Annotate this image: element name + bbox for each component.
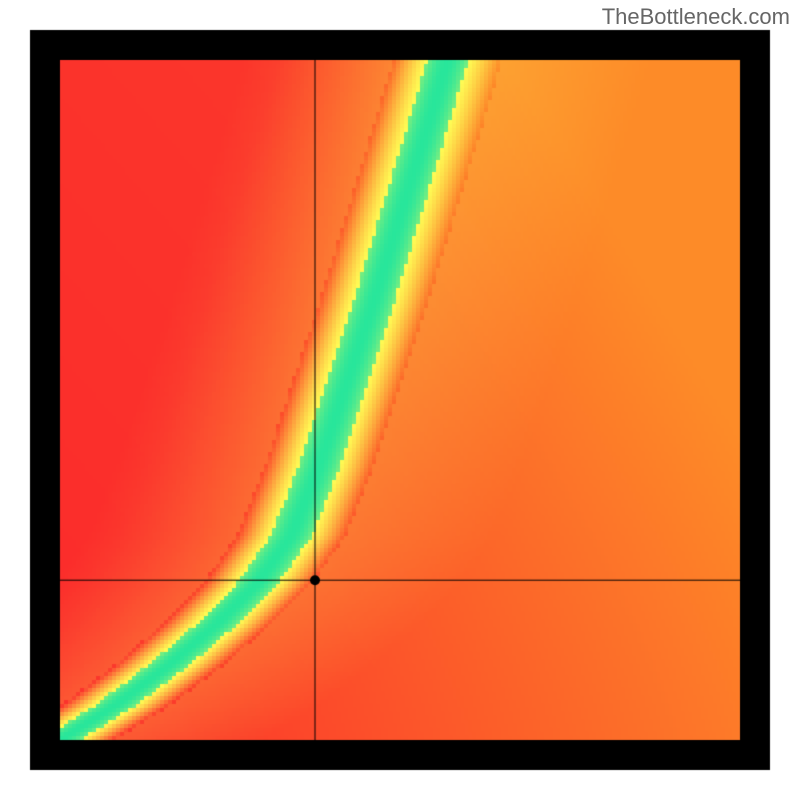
chart-container: TheBottleneck.com bbox=[0, 0, 800, 800]
bottleneck-heatmap-canvas bbox=[0, 0, 800, 800]
watermark-text: TheBottleneck.com bbox=[602, 4, 790, 30]
